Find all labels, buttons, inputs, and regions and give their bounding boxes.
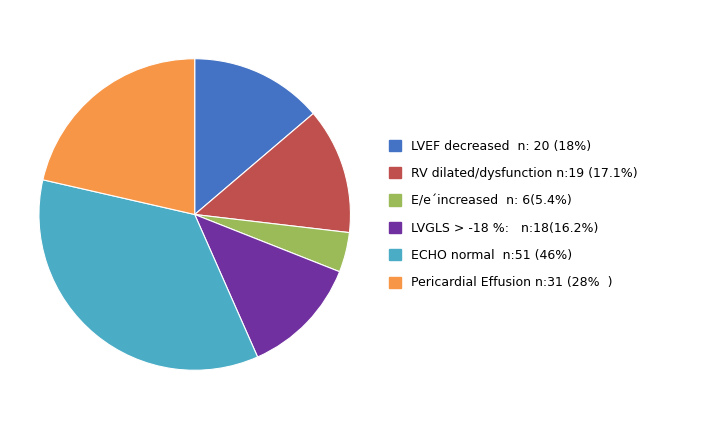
Wedge shape: [195, 59, 313, 214]
Wedge shape: [43, 59, 195, 214]
Wedge shape: [195, 214, 340, 357]
Wedge shape: [39, 180, 258, 370]
Wedge shape: [195, 114, 350, 233]
Legend: LVEF decreased  n: 20 (18%), RV dilated/dysfunction n:19 (17.1%), E/e´increased : LVEF decreased n: 20 (18%), RV dilated/d…: [389, 139, 638, 290]
Wedge shape: [195, 214, 350, 272]
